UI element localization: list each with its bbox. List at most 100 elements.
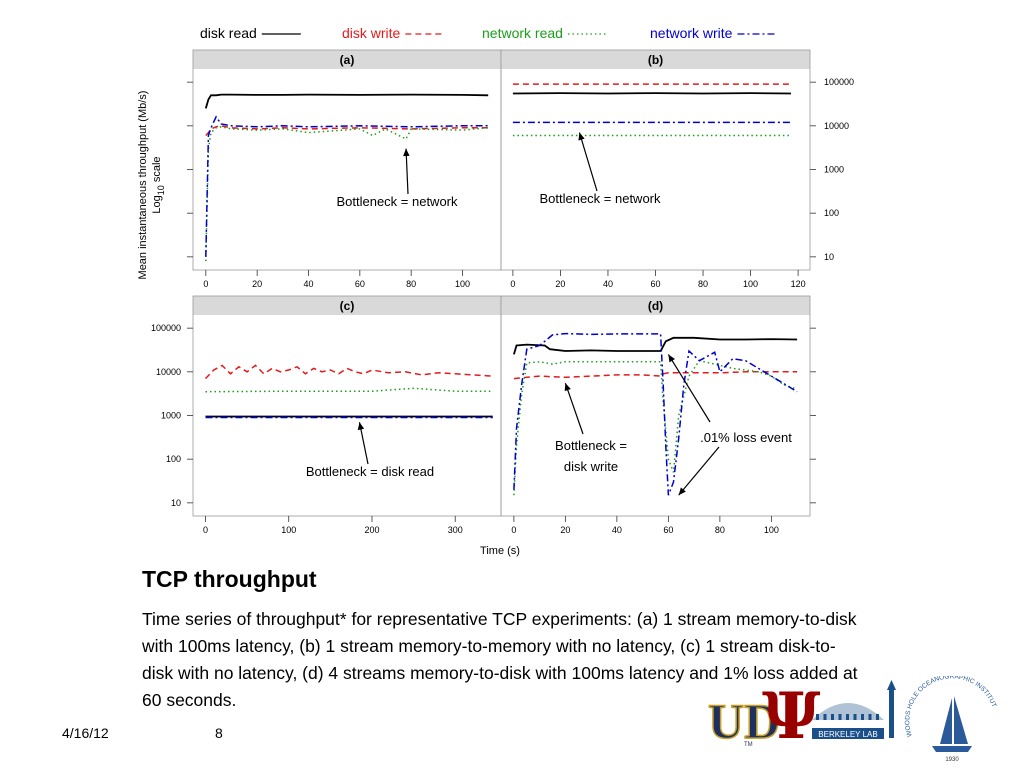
annotation-arrow-head (564, 383, 571, 392)
x-tick-label: 100 (743, 279, 758, 289)
x-tick-label: 0 (511, 525, 516, 535)
series-line-disk-write (204, 364, 493, 380)
series-line-network-write (513, 332, 798, 496)
legend-label-network-read: network read (482, 25, 563, 41)
footer-date: 4/16/12 (62, 725, 109, 741)
footer-page-number: 8 (215, 725, 223, 741)
series-line-network-write (205, 115, 489, 257)
annotation-arrow-head (678, 487, 686, 496)
x-tick-label: 100 (455, 279, 470, 289)
annotation-text: .01% loss event (700, 430, 792, 445)
panel-frame (500, 295, 811, 517)
panel-frame (192, 295, 502, 517)
annotation-text: disk write (564, 459, 618, 474)
x-tick-label: 0 (203, 279, 208, 289)
y-tick-label: 100000 (151, 323, 181, 333)
legend-label-disk-write: disk write (342, 25, 401, 41)
series-line-disk-write (513, 371, 798, 380)
y-axis-label: Mean instantaneous throughput (Mb/s) Log… (137, 91, 166, 280)
y-tick-label: 100 (824, 208, 839, 218)
berkeley-lab-window (846, 714, 849, 720)
iu-trident-icon: Ψ (762, 679, 821, 754)
series-line-network-read (205, 387, 493, 393)
panel-label: (c) (340, 299, 355, 313)
panel-series (512, 83, 792, 137)
x-tick-label: 120 (791, 279, 806, 289)
sailing-ship-icon (932, 696, 972, 752)
x-tick-label: 0 (203, 525, 208, 535)
berkeley-lab-windows-icon (816, 714, 879, 720)
x-tick-label: 100 (764, 525, 779, 535)
y-axis-scale-log: Log (151, 195, 163, 213)
berkeley-lab-window (816, 714, 819, 720)
berkeley-lab-window (823, 714, 827, 720)
x-tick-label: 20 (560, 525, 570, 535)
panel-strip (193, 296, 501, 315)
annotation-text: Bottleneck = (555, 438, 627, 453)
panel-label: (b) (648, 53, 663, 67)
berkeley-lab-window (861, 714, 864, 720)
x-tick-label: 0 (510, 279, 515, 289)
x-tick-label: 100 (281, 525, 296, 535)
panel-b: (b) 0 20 40 60 80 100 120 10 100 1000 10000 100000 Bo… (500, 49, 854, 289)
panel-label: (a) (340, 53, 355, 67)
panel-strip (501, 50, 810, 69)
x-axis-title: Time (s) (480, 545, 520, 557)
berkeley-lab-logo: BERKELEY LAB (812, 680, 896, 739)
berkeley-lab-window (838, 714, 842, 720)
y-tick-label: 100000 (824, 77, 854, 87)
berkeley-lab-dome-icon (812, 703, 884, 720)
x-tick-label: 80 (698, 279, 708, 289)
slide-title: TCP throughput (142, 566, 317, 592)
series-line-network-read (513, 359, 798, 496)
berkeley-lab-label: BERKELEY LAB (818, 730, 877, 739)
x-tick-label: 20 (555, 279, 565, 289)
institution-logos: UD TM Ψ BERKELEY LAB WOODS HOLE OCEANOGR… (703, 671, 1002, 763)
annotation-arrow-shaft (405, 148, 409, 195)
panel-label: (d) (648, 299, 663, 313)
y-tick-label: 10 (824, 252, 834, 262)
y-axis-scale-note: Log10 scale (151, 156, 166, 213)
berkeley-lab-label-bar (812, 728, 884, 739)
annotation-arrow-head (668, 354, 675, 363)
panel-frame (500, 49, 811, 271)
y-axis-title: Mean instantaneous throughput (Mb/s) (137, 91, 149, 280)
indiana-university-logo: Ψ (762, 679, 821, 754)
panel-series (204, 364, 493, 419)
panel-a: (a) 0 20 40 60 80 100 Bottleneck = network (187, 49, 502, 289)
berkeley-lab-window (868, 714, 872, 720)
ud-logo-tm: TM (744, 742, 753, 748)
x-tick-label: 20 (252, 279, 262, 289)
x-tick-label: 200 (364, 525, 379, 535)
legend-label-network-write: network write (650, 25, 733, 41)
series-line-network-read (205, 126, 489, 262)
panel-d: (d) 0 20 40 60 80 100 Bottleneck = disk write .01… (500, 295, 816, 535)
y-axis-scale-base: 10 (156, 185, 166, 195)
slide-caption: Time series of throughput* for represent… (142, 609, 858, 710)
berkeley-lab-window (831, 714, 834, 720)
university-of-delaware-logo: UD TM (707, 692, 781, 750)
chart-legend: disk read disk write network read network w… (200, 25, 777, 41)
annotation-text: Bottleneck = network (539, 191, 661, 206)
panel-strip (501, 296, 810, 315)
x-tick-label: 80 (715, 525, 725, 535)
x-tick-label: 60 (650, 279, 660, 289)
whoi-founding-year: 1930 (945, 757, 959, 762)
y-tick-label: 1000 (824, 165, 844, 175)
x-tick-label: 40 (603, 279, 613, 289)
panel-series (513, 332, 798, 496)
annotation-arrow-head (578, 132, 585, 141)
series-line-disk-write (205, 125, 489, 137)
annotation-arrow-head (357, 422, 365, 431)
series-line-disk-read (204, 93, 489, 109)
annotation-arrow-shaft (667, 354, 711, 423)
x-tick-label: 80 (406, 279, 416, 289)
panel-c: (c) 0 100 200 300 10 100 1000 10000 100000 Bottlen… (151, 295, 502, 535)
ud-logo-mark: UD (708, 693, 780, 749)
y-tick-label: 1000 (161, 411, 181, 421)
annotation-text: Bottleneck = network (336, 194, 458, 209)
berkeley-lab-window (876, 714, 879, 720)
y-axis-scale-word: scale (151, 156, 163, 185)
panel-strip (193, 50, 501, 69)
